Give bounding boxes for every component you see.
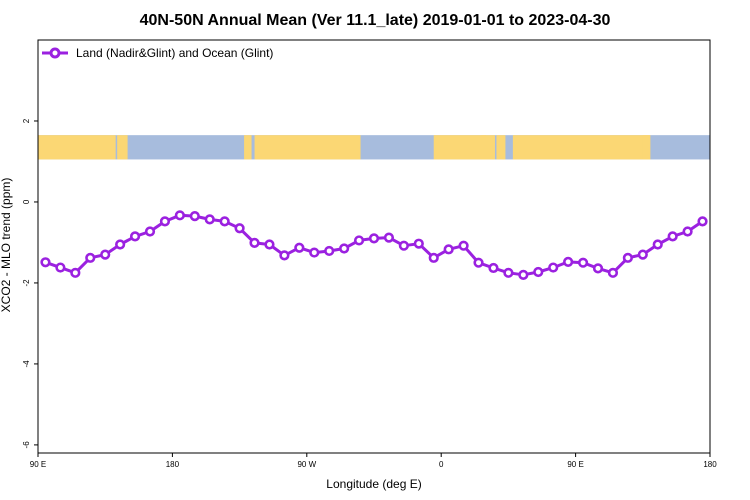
land-segment: [642, 135, 651, 160]
data-point: [413, 238, 424, 249]
data-point: [607, 267, 619, 278]
y-tick-label: -6: [22, 441, 31, 449]
data-point: [100, 249, 111, 260]
data-point: [353, 235, 365, 246]
data-point: [55, 262, 66, 273]
data-point: [652, 239, 663, 250]
data-point: [324, 245, 335, 257]
y-tick-label: -2: [22, 279, 31, 287]
land-segment: [433, 135, 486, 160]
x-tick-label: 90 W: [297, 460, 316, 469]
data-point: [234, 223, 245, 234]
legend: Land (Nadir&Glint) and Ocean (Glint): [42, 46, 273, 60]
land-segment: [254, 135, 361, 160]
data-point: [70, 267, 81, 278]
data-point: [85, 252, 96, 263]
x-tick-label: 180: [703, 460, 717, 469]
y-tick-label: 0: [22, 199, 31, 204]
land-segment: [244, 135, 252, 160]
data-point: [204, 214, 215, 225]
data-point: [473, 257, 484, 268]
data-point: [503, 267, 514, 278]
data-point: [637, 249, 648, 260]
y-tick-label: -4: [22, 360, 31, 368]
data-point: [592, 263, 604, 274]
data-point: [279, 250, 290, 261]
legend-entry: Land (Nadir&Glint) and Ocean (Glint): [76, 46, 273, 60]
data-point: [339, 243, 350, 254]
data-point: [189, 211, 200, 222]
data-point: [458, 240, 469, 251]
plot-area: [37, 39, 711, 454]
data-point: [219, 216, 230, 227]
data-point: [622, 252, 633, 263]
series-layer: [40, 210, 708, 280]
data-point: [383, 232, 395, 243]
data-point: [159, 216, 171, 227]
data-point: [264, 239, 275, 250]
data-point: [533, 266, 544, 278]
data-point: [129, 231, 141, 242]
data-point: [488, 262, 499, 274]
land-segment: [496, 135, 506, 160]
data-point: [697, 216, 708, 227]
land-segment: [38, 135, 116, 160]
land-ocean-band: [38, 135, 710, 160]
y-tick-label: 2: [22, 118, 31, 123]
series-line: [44, 213, 704, 277]
data-point: [309, 247, 320, 258]
x-axis: 90 E 180 90 W 0 90 E 180: [30, 453, 717, 469]
data-point: [667, 231, 678, 242]
data-point: [548, 262, 559, 273]
y-axis: -6 -4 -2 0 2: [22, 118, 38, 448]
data-point: [40, 257, 51, 268]
land-segment: [512, 135, 651, 160]
data-point: [368, 233, 380, 244]
x-tick-label: 90 E: [567, 460, 583, 469]
data-point: [443, 244, 454, 255]
chart-title: 40N-50N Annual Mean (Ver 11.1_late) 2019…: [140, 12, 611, 29]
land-segment: [117, 135, 128, 160]
data-point: [428, 252, 439, 263]
data-point: [249, 237, 260, 248]
data-point: [294, 242, 305, 253]
data-point: [144, 226, 156, 237]
data-point: [518, 269, 529, 280]
x-tick-label: 0: [439, 460, 444, 469]
land-segment: [481, 135, 495, 160]
data-point: [115, 239, 126, 250]
data-point: [174, 210, 185, 221]
x-axis-label: Longitude (deg E): [326, 477, 421, 491]
x-tick-label: 180: [166, 460, 180, 469]
data-point: [398, 240, 409, 251]
data-point: [563, 256, 574, 267]
y-axis-label: XCO2 - MLO trend (ppm): [0, 178, 13, 313]
data-point: [577, 257, 589, 268]
x-tick-label: 90 E: [30, 460, 46, 469]
data-point: [682, 226, 693, 237]
legend-marker: [49, 47, 61, 59]
